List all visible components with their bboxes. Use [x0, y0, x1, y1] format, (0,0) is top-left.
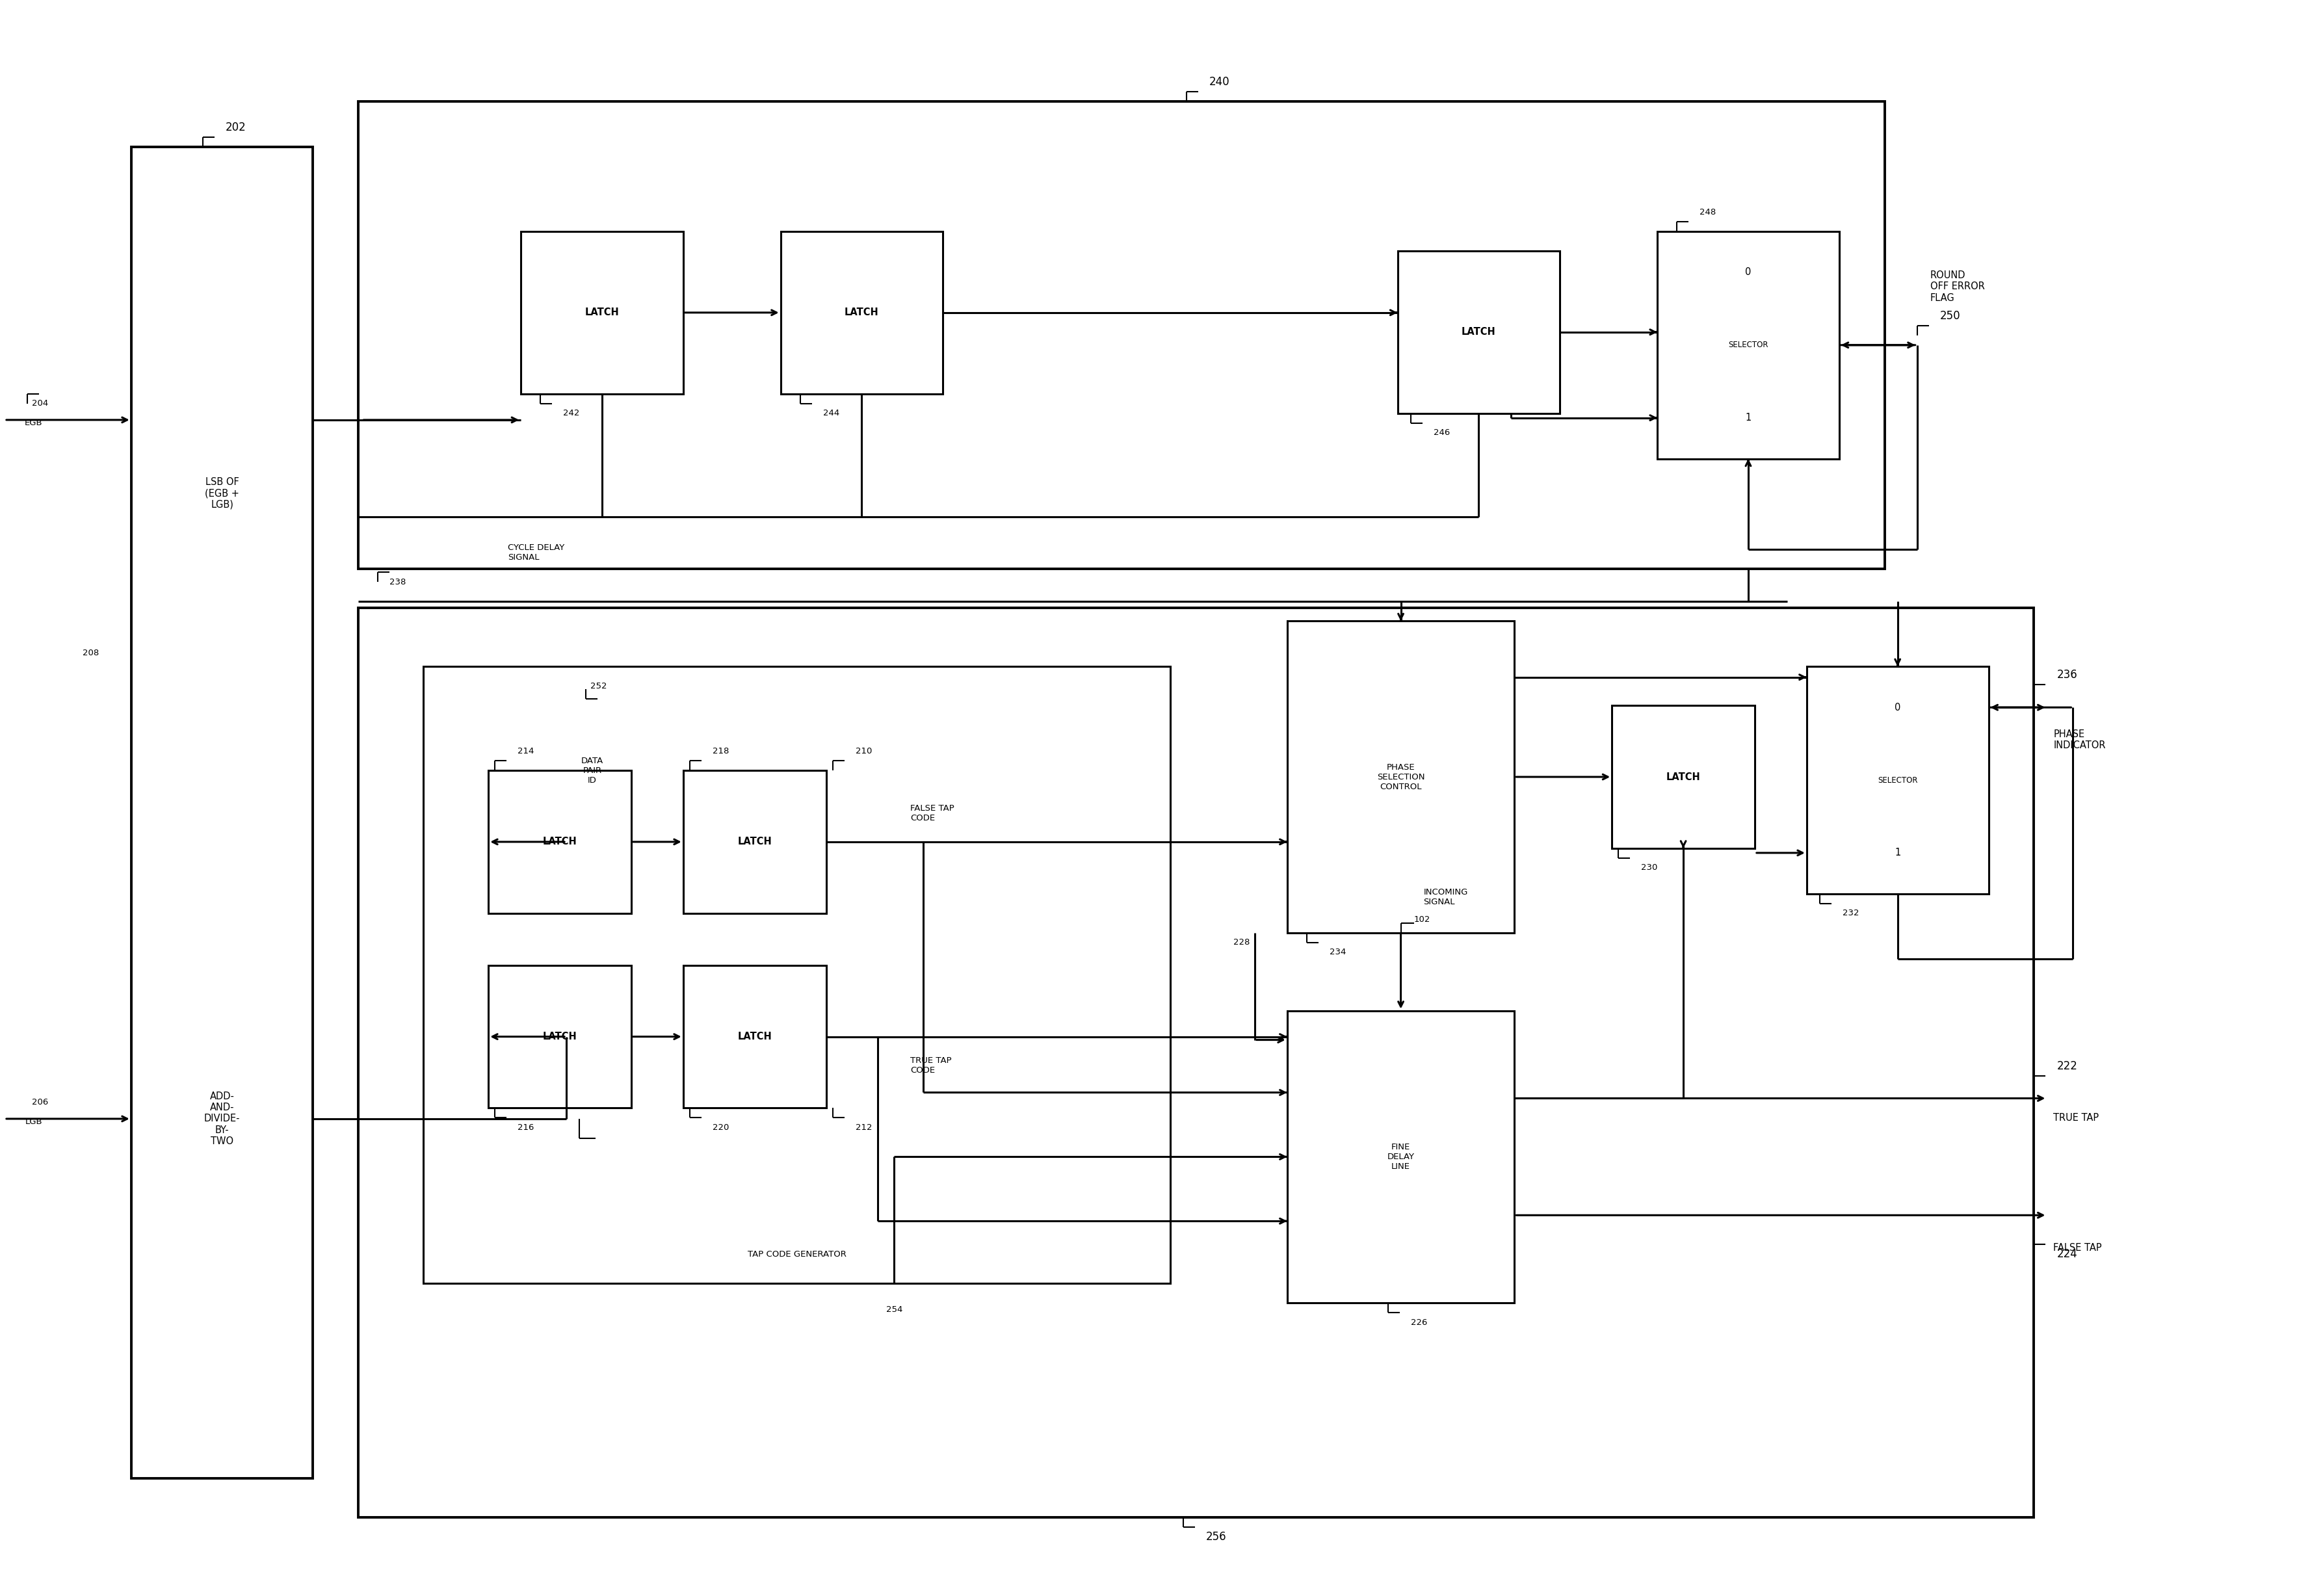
- Bar: [1658, 231, 1840, 458]
- Text: 204: 204: [32, 399, 48, 409]
- Text: LATCH: LATCH: [1665, 772, 1700, 782]
- Text: LATCH: LATCH: [542, 1031, 577, 1042]
- Text: DATA
PAIR
ID: DATA PAIR ID: [581, 757, 604, 784]
- Text: ROUND
OFF ERROR
FLAG: ROUND OFF ERROR FLAG: [1929, 270, 1985, 303]
- Text: 230: 230: [1640, 863, 1658, 871]
- Text: 0: 0: [1895, 702, 1900, 712]
- Bar: [1286, 1010, 1514, 1302]
- Bar: [358, 102, 1884, 570]
- Text: 216: 216: [517, 1124, 535, 1132]
- Text: 222: 222: [2056, 1060, 2076, 1073]
- Text: CYCLE DELAY
SIGNAL: CYCLE DELAY SIGNAL: [508, 544, 565, 562]
- Text: SELECTOR: SELECTOR: [1877, 776, 1918, 784]
- Text: 208: 208: [83, 648, 99, 658]
- Text: 226: 226: [1410, 1318, 1426, 1326]
- Text: TRUE TAP: TRUE TAP: [2054, 1112, 2099, 1122]
- Bar: [1808, 667, 1989, 894]
- Text: 238: 238: [388, 578, 407, 586]
- Text: 236: 236: [2056, 669, 2076, 681]
- Text: ADD-
AND-
DIVIDE-
BY-
TWO: ADD- AND- DIVIDE- BY- TWO: [204, 1092, 241, 1146]
- Bar: [1397, 251, 1560, 413]
- Text: 218: 218: [712, 747, 728, 755]
- Text: 220: 220: [712, 1124, 728, 1132]
- Text: 248: 248: [1700, 207, 1716, 215]
- Text: 212: 212: [854, 1124, 873, 1132]
- Text: LATCH: LATCH: [737, 1031, 772, 1042]
- Text: LATCH: LATCH: [845, 308, 880, 318]
- Bar: [682, 771, 827, 913]
- Text: LSB OF
(EGB +
LGB): LSB OF (EGB + LGB): [204, 477, 239, 509]
- Text: 256: 256: [1206, 1531, 1227, 1542]
- Text: SELECTOR: SELECTOR: [1727, 342, 1769, 350]
- Text: 246: 246: [1433, 428, 1449, 437]
- Text: FINE
DELAY
LINE: FINE DELAY LINE: [1387, 1143, 1415, 1171]
- Bar: [781, 231, 944, 394]
- Text: TAP CODE GENERATOR: TAP CODE GENERATOR: [747, 1250, 845, 1258]
- Bar: [521, 231, 682, 394]
- Bar: [358, 608, 2033, 1518]
- Text: PHASE
SELECTION
CONTROL: PHASE SELECTION CONTROL: [1376, 763, 1424, 792]
- Bar: [489, 771, 632, 913]
- Text: PHASE
INDICATOR: PHASE INDICATOR: [2054, 729, 2106, 750]
- Bar: [1286, 621, 1514, 932]
- Text: LATCH: LATCH: [1461, 327, 1495, 337]
- Text: 252: 252: [590, 681, 606, 689]
- Text: LATCH: LATCH: [586, 308, 620, 318]
- Text: 244: 244: [822, 409, 838, 418]
- Bar: [1612, 705, 1755, 849]
- Text: 0: 0: [1746, 268, 1750, 278]
- Text: 102: 102: [1413, 916, 1431, 924]
- Text: 250: 250: [1941, 310, 1959, 322]
- Text: 202: 202: [225, 121, 246, 134]
- Text: LATCH: LATCH: [737, 836, 772, 847]
- Text: 1: 1: [1746, 413, 1750, 423]
- Text: 210: 210: [854, 747, 873, 755]
- Text: FALSE TAP: FALSE TAP: [2054, 1243, 2102, 1253]
- Text: 224: 224: [2056, 1248, 2076, 1259]
- Text: 1: 1: [1895, 847, 1900, 857]
- Bar: [131, 147, 312, 1478]
- Text: 228: 228: [1233, 938, 1250, 946]
- Text: LGB: LGB: [25, 1117, 41, 1127]
- Bar: [423, 667, 1169, 1283]
- Text: 232: 232: [1842, 910, 1858, 918]
- Bar: [489, 966, 632, 1108]
- Text: EGB: EGB: [25, 418, 44, 428]
- Text: 254: 254: [887, 1306, 903, 1314]
- Text: FALSE TAP
CODE: FALSE TAP CODE: [910, 804, 956, 822]
- Text: INCOMING
SIGNAL: INCOMING SIGNAL: [1424, 887, 1468, 907]
- Text: 206: 206: [32, 1098, 48, 1106]
- Text: 242: 242: [563, 409, 579, 418]
- Text: 214: 214: [517, 747, 535, 755]
- Text: 240: 240: [1208, 77, 1229, 88]
- Text: TRUE TAP
CODE: TRUE TAP CODE: [910, 1057, 951, 1074]
- Text: LATCH: LATCH: [542, 836, 577, 847]
- Text: 234: 234: [1330, 948, 1346, 956]
- Bar: [682, 966, 827, 1108]
